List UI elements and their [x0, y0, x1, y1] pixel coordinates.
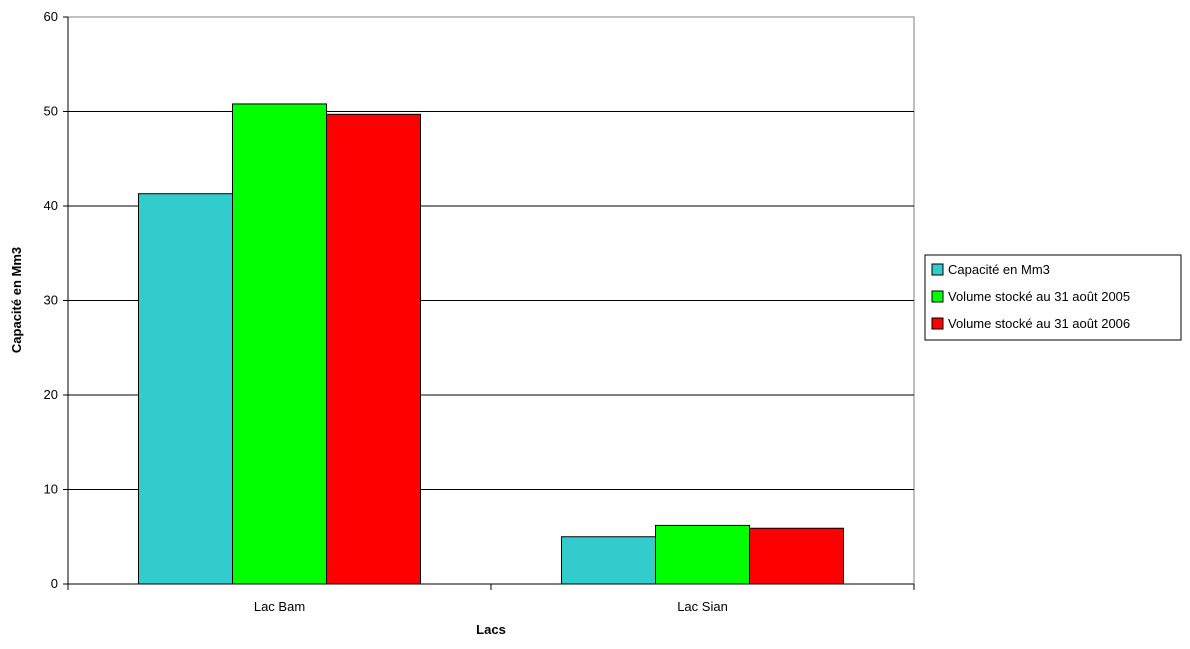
y-tick-label: 40 [44, 198, 58, 213]
bar [561, 536, 656, 585]
bar [749, 527, 844, 585]
x-axis-title: Lacs [476, 622, 506, 637]
bar [232, 103, 327, 585]
bar [655, 524, 750, 585]
x-ticks: Lac Bam Lac Sian [67, 584, 915, 614]
legend-swatch [931, 263, 944, 276]
legend-swatch [931, 317, 944, 330]
y-tick-label: 30 [44, 293, 58, 308]
legend-box [924, 254, 1182, 341]
y-tick-label: 60 [44, 9, 58, 24]
x-tick-label: Lac Sian [677, 599, 728, 614]
legend-label: Capacité en Mm3 [948, 262, 1050, 277]
y-tick-label: 0 [51, 576, 58, 591]
x-tick-label: Lac Bam [254, 599, 305, 614]
y-axis-title: Capacité en Mm3 [9, 247, 24, 353]
y-tick-label: 20 [44, 387, 58, 402]
y-tick-label: 50 [44, 104, 58, 119]
bars [138, 103, 844, 585]
bar [326, 113, 421, 585]
legend-swatch [931, 290, 944, 303]
y-ticks: 0 10 20 30 40 50 60 [44, 9, 68, 591]
legend-label: Volume stocké au 31 août 2006 [948, 316, 1130, 331]
bar [138, 193, 233, 585]
legend-label: Volume stocké au 31 août 2005 [948, 289, 1130, 304]
y-tick-label: 10 [44, 482, 58, 497]
legend: Capacité en Mm3 Volume stocké au 31 août … [924, 254, 1182, 341]
